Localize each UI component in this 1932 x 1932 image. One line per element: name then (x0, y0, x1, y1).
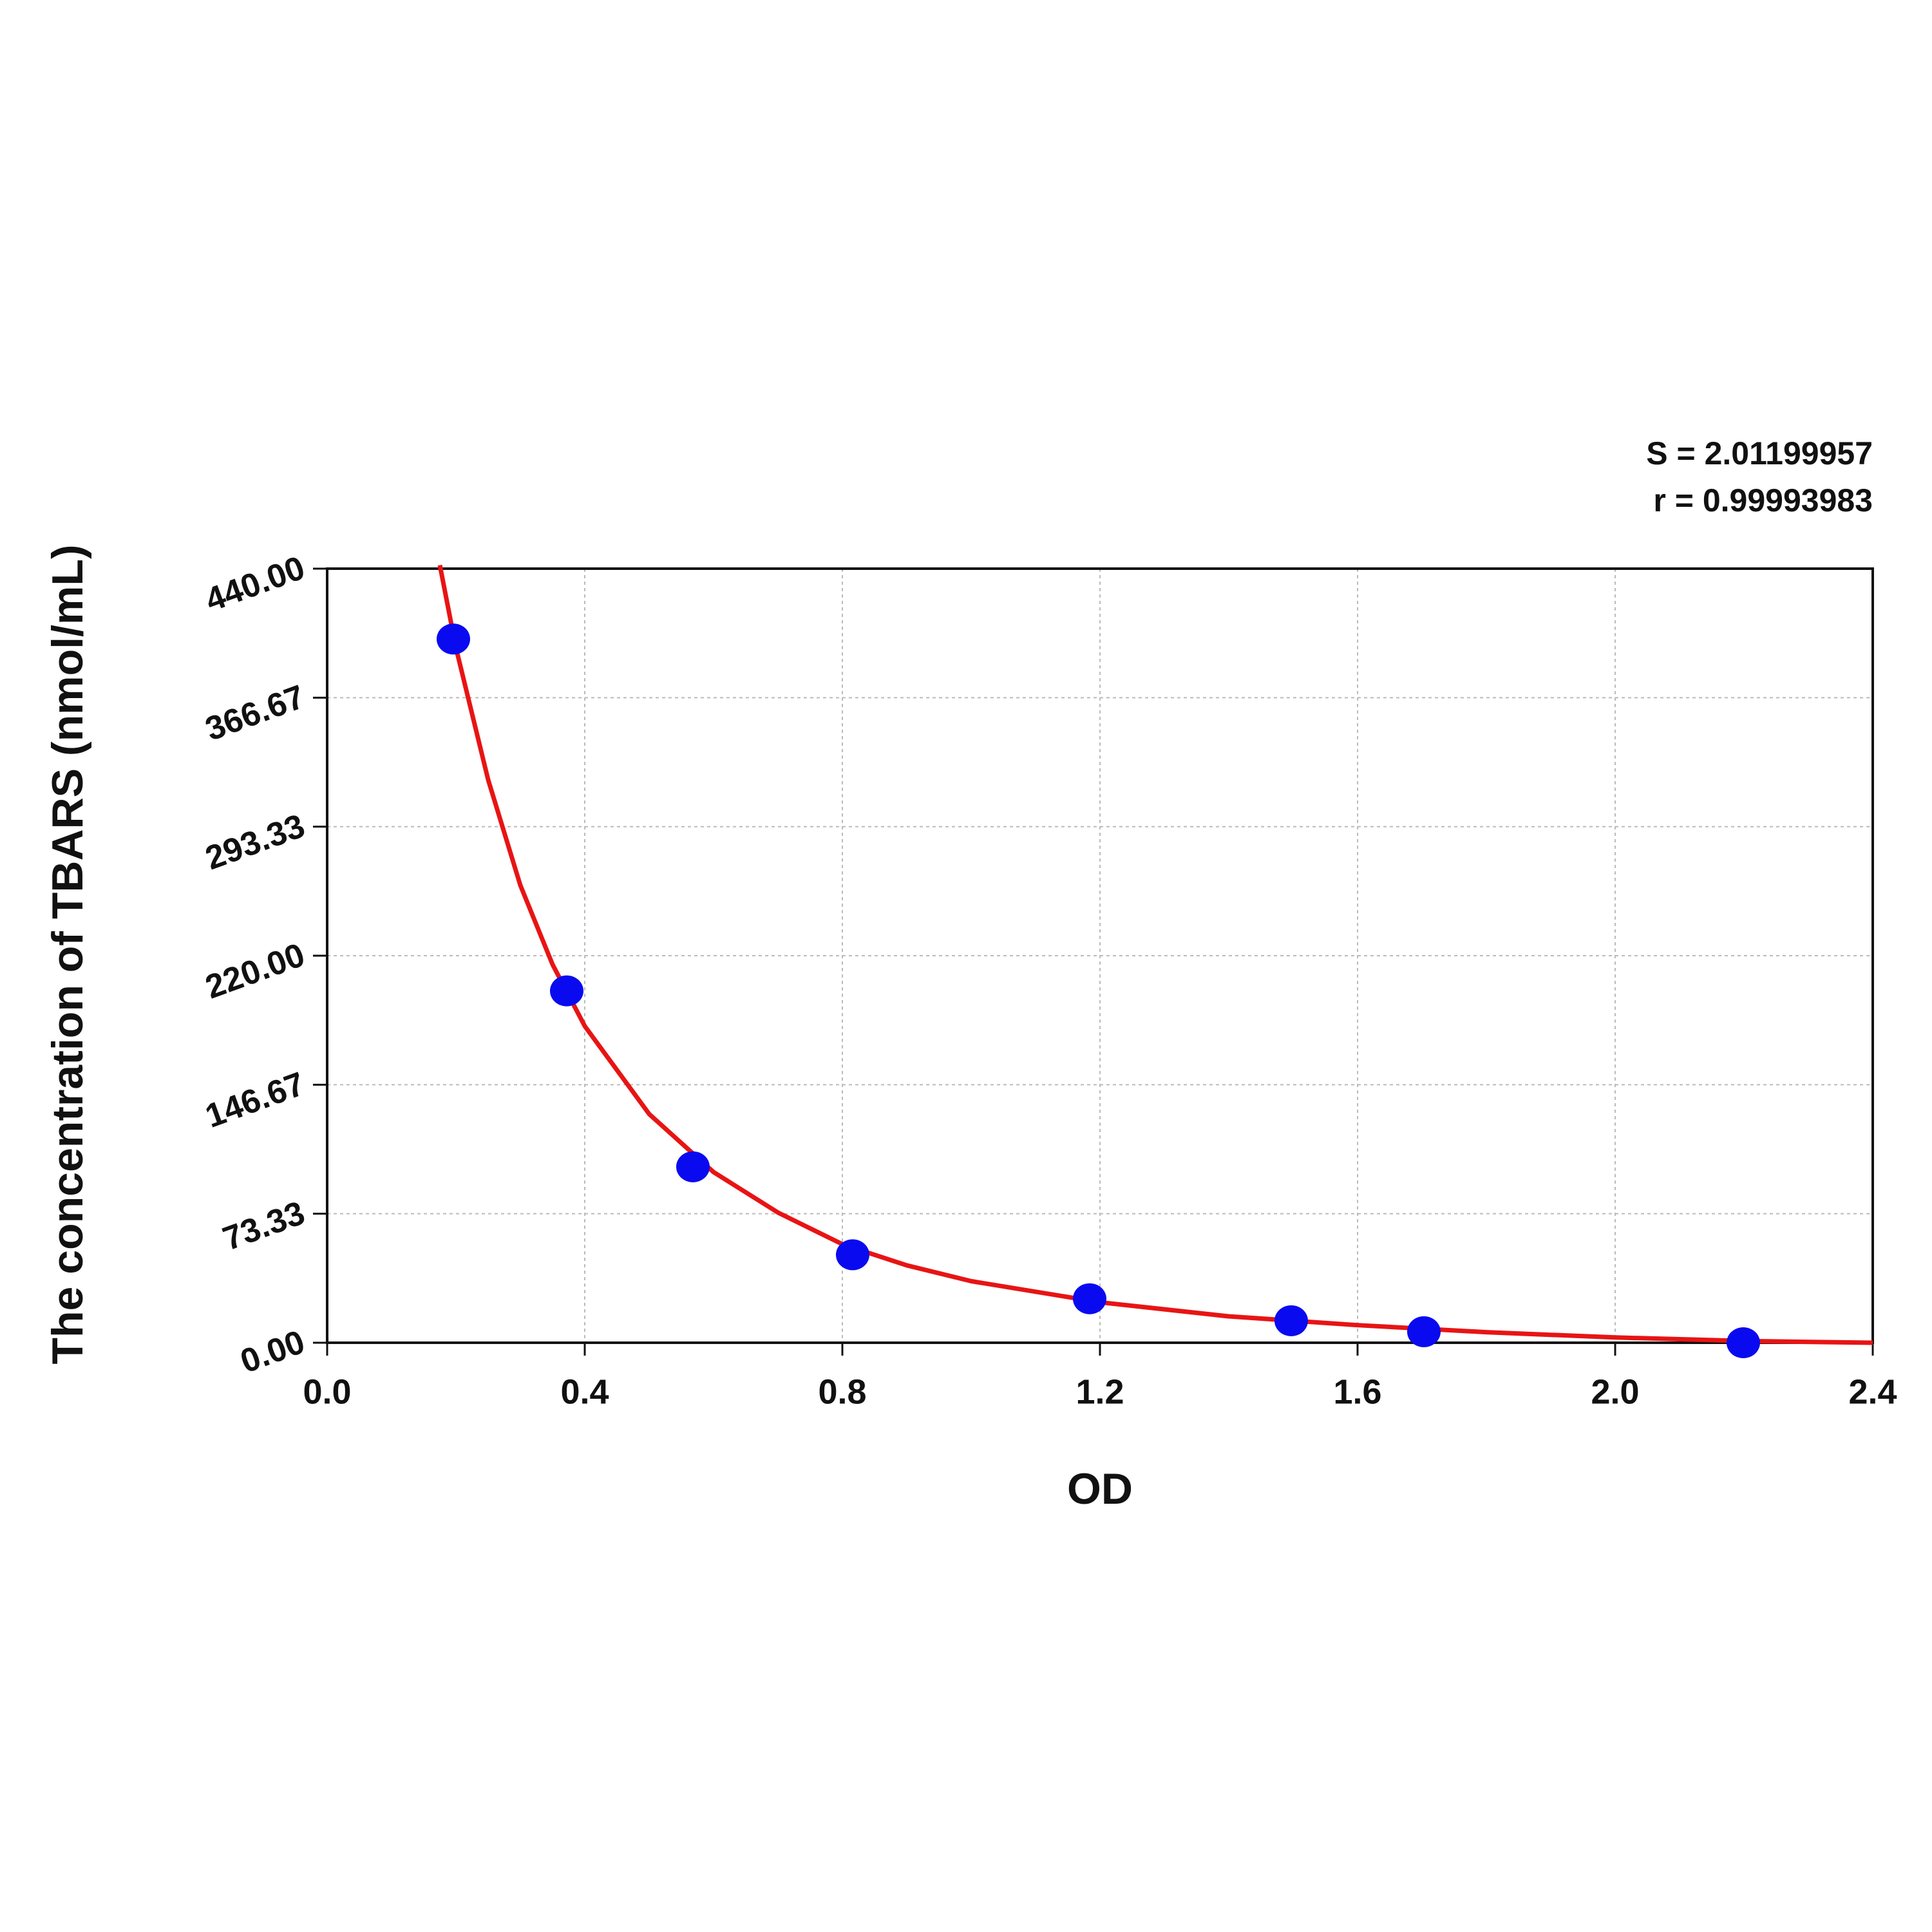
y-axis-title: The concentration of TBARS (nmol/mL) (43, 544, 92, 1364)
data-point (836, 1239, 869, 1271)
data-point (1727, 1327, 1760, 1358)
data-point (1274, 1305, 1308, 1336)
x-axis-title: OD (1067, 1464, 1133, 1513)
annotation: r = 0.99993983 (1653, 482, 1873, 518)
data-point (676, 1151, 710, 1182)
annotation: S = 2.01199957 (1646, 435, 1873, 471)
x-tick-label: 0.8 (818, 1372, 866, 1411)
data-point (550, 975, 583, 1007)
x-tick-label: 1.6 (1333, 1372, 1381, 1411)
data-point (437, 623, 470, 655)
data-point (1407, 1316, 1441, 1347)
data-point (1073, 1283, 1106, 1314)
x-tick-label: 2.0 (1591, 1372, 1639, 1411)
x-tick-label: 2.4 (1848, 1372, 1897, 1411)
x-tick-label: 0.0 (303, 1372, 351, 1411)
x-tick-label: 1.2 (1075, 1372, 1124, 1411)
plot-frame (326, 567, 1874, 1344)
x-tick-label: 0.4 (560, 1372, 609, 1411)
